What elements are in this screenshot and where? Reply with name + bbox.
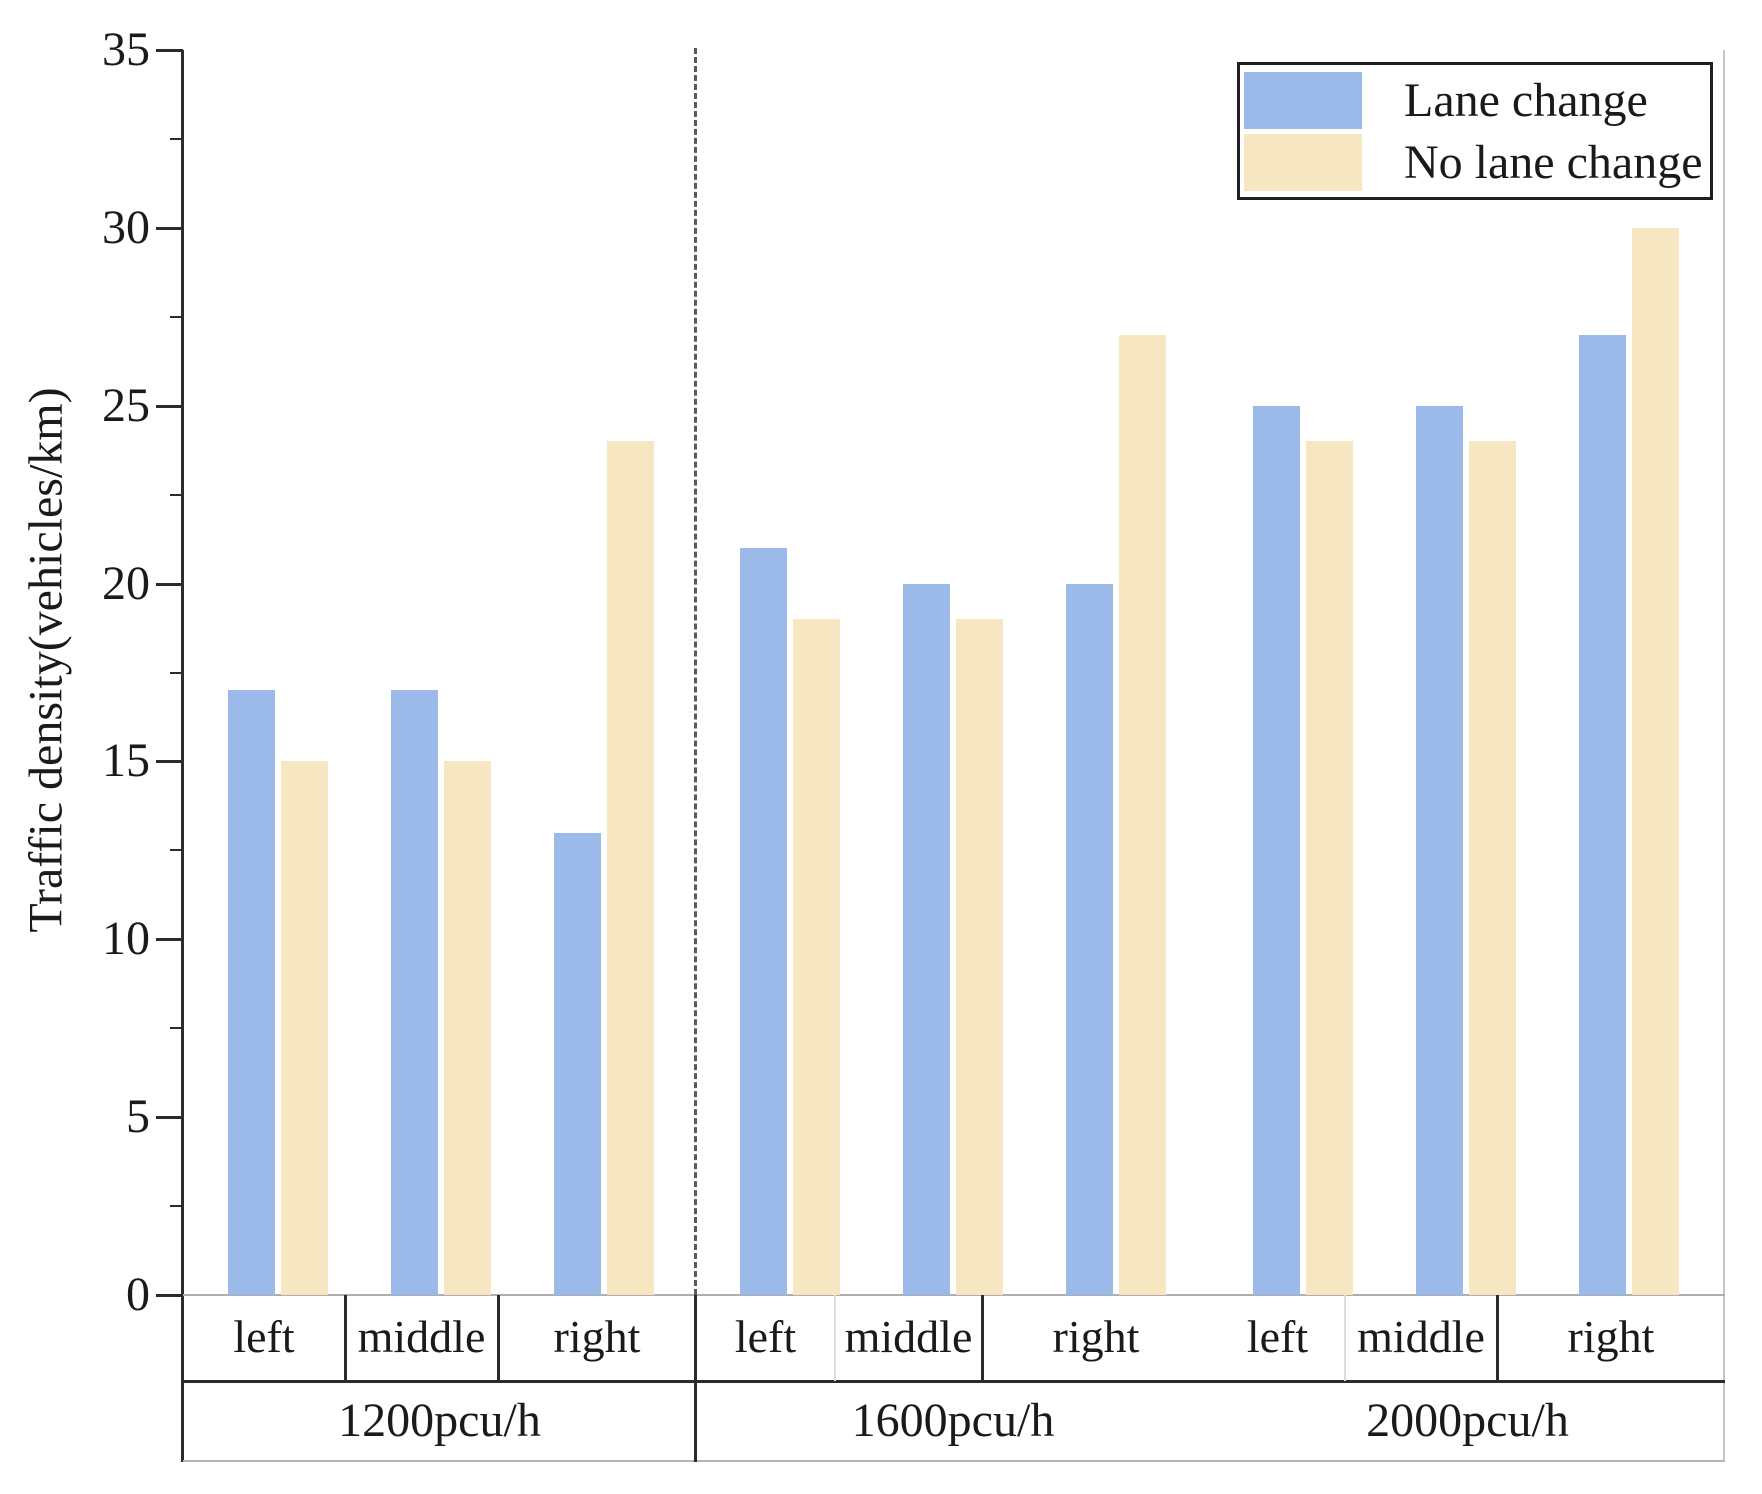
right-border-line	[1723, 50, 1725, 1462]
y-minor-tick-22.5	[170, 493, 183, 496]
group-cell-1600pcu/h: 1600pcu/h	[851, 1394, 1055, 1447]
lane-change-label: Lane change	[1404, 73, 1648, 127]
group-cell-2000pcu/h: 2000pcu/h	[1366, 1394, 1569, 1447]
y-tick-label-0: 0	[126, 1268, 150, 1321]
lane-cell-2000pcu/h-middle: middle	[1357, 1311, 1485, 1362]
lane-cell-1200pcu/h-right: right	[553, 1311, 641, 1362]
bar-lane-change-1200pcu/h-left	[228, 690, 275, 1295]
lane-separator	[834, 1295, 836, 1381]
lane-cell-1200pcu/h-left: left	[233, 1311, 295, 1362]
bar-no-lane-change-1600pcu/h-middle	[956, 619, 1003, 1295]
lane-change-color-swatch	[1244, 71, 1362, 129]
y-major-tick-20	[156, 582, 183, 586]
lane-separator	[981, 1295, 984, 1381]
legend-item-lane-change: Lane change	[1244, 69, 1710, 131]
bar-lane-change-2000pcu/h-middle	[1416, 406, 1463, 1295]
bar-no-lane-change-1600pcu/h-left	[793, 619, 840, 1295]
y-axis-line	[181, 50, 184, 1462]
y-tick-label-25: 25	[102, 378, 150, 432]
y-tick-label-5: 5	[126, 1090, 150, 1144]
lane-cell-1600pcu/h-right: right	[1052, 1311, 1140, 1362]
bar-lane-change-1600pcu/h-left	[740, 548, 787, 1295]
bar-no-lane-change-1200pcu/h-left	[281, 761, 328, 1295]
y-major-tick-15	[156, 760, 183, 764]
lane-separator	[344, 1295, 347, 1381]
y-tick-label-35: 35	[102, 23, 150, 76]
bar-lane-change-1600pcu/h-middle	[903, 584, 950, 1295]
y-tick-label-20: 20	[102, 556, 150, 610]
y-minor-tick-12.5	[170, 849, 183, 852]
lane-cell-1600pcu/h-middle: middle	[844, 1311, 973, 1362]
x-axis-baseline	[183, 1294, 1725, 1296]
bar-no-lane-change-1200pcu/h-middle	[444, 761, 491, 1295]
y-minor-tick-17.5	[170, 671, 183, 674]
y-minor-tick-27.5	[170, 315, 183, 318]
lane-separator	[497, 1295, 500, 1381]
lane-separator	[1496, 1295, 1499, 1381]
lane-cell-2000pcu/h-right: right	[1567, 1311, 1655, 1362]
bar-no-lane-change-2000pcu/h-right	[1632, 228, 1679, 1295]
lane-cell-1600pcu/h-left: left	[734, 1311, 797, 1362]
y-minor-tick-7.5	[170, 1027, 183, 1030]
bar-no-lane-change-2000pcu/h-left	[1306, 441, 1353, 1295]
bar-no-lane-change-1600pcu/h-right	[1119, 335, 1166, 1295]
group-cell-1200pcu/h: 1200pcu/h	[338, 1394, 541, 1447]
group-divider-dashed-line	[694, 48, 697, 1295]
y-minor-tick-32.5	[170, 137, 183, 140]
lane-row-bottom-line	[183, 1380, 1725, 1383]
bar-no-lane-change-1200pcu/h-right	[607, 441, 654, 1295]
y-tick-label-30: 30	[102, 200, 150, 254]
no-lane-change-color-swatch	[1244, 133, 1362, 191]
bar-lane-change-2000pcu/h-left	[1253, 406, 1300, 1295]
y-major-tick-10	[156, 938, 183, 942]
group-divider-table-line	[694, 1295, 697, 1462]
bar-lane-change-1200pcu/h-middle	[391, 690, 438, 1295]
group-row-bottom-line	[183, 1460, 1725, 1462]
y-major-tick-5	[156, 1116, 183, 1120]
y-tick-label-15: 15	[102, 734, 150, 788]
y-axis-title: Traffic density(vehicles/km)	[19, 387, 73, 933]
bar-lane-change-1600pcu/h-right	[1066, 584, 1113, 1295]
y-major-tick-30	[156, 226, 183, 230]
bar-no-lane-change-2000pcu/h-middle	[1469, 441, 1516, 1295]
lane-separator	[1344, 1295, 1346, 1381]
lane-cell-1200pcu/h-middle: middle	[357, 1311, 486, 1362]
bar-lane-change-1200pcu/h-right	[554, 833, 601, 1295]
no-lane-change-label: No lane change	[1404, 135, 1703, 189]
legend-item-no-lane-change: No lane change	[1244, 131, 1710, 193]
y-major-tick-25	[156, 404, 183, 408]
y-minor-tick-2.5	[170, 1205, 183, 1208]
legend: Lane change No lane change	[1237, 62, 1713, 200]
y-tick-label-10: 10	[102, 912, 150, 966]
y-major-tick-35	[156, 49, 183, 52]
lane-cell-2000pcu/h-left: left	[1246, 1311, 1309, 1362]
bar-lane-change-2000pcu/h-right	[1579, 335, 1626, 1295]
y-major-tick-0	[156, 1294, 183, 1297]
